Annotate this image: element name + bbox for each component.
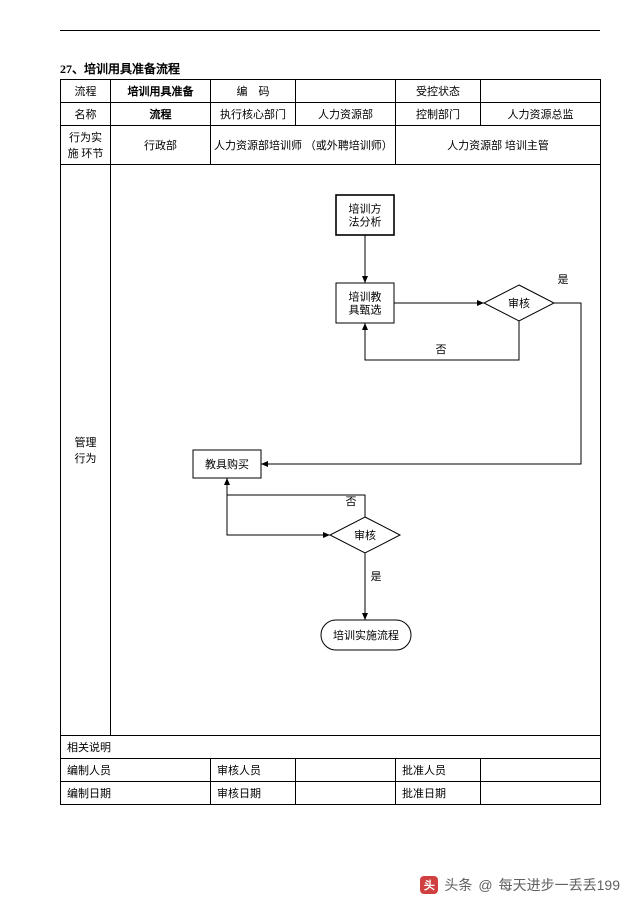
- hdr-r1-c2: 培训用具准备: [111, 80, 211, 103]
- section-title: 27、培训用具准备流程: [60, 60, 600, 77]
- flowchart-svg: 否是否是培训方法分析培训教具甄选审核教具购买审核培训实施流程: [111, 165, 601, 735]
- svg-text:否: 否: [346, 496, 357, 508]
- flow-rowlabel: 管理 行为: [61, 165, 111, 736]
- footer-row-1: 相关说明: [61, 736, 601, 759]
- header-row-2: 名称 流程 执行核心部门 人力资源部 控制部门 人力资源总监: [61, 103, 601, 126]
- ftr-r2-c5: 批准人员: [396, 759, 481, 782]
- page-top-rule: [60, 30, 600, 31]
- header-row-3: 行为实施 环节 行政部 人力资源部培训师 （或外聘培训师） 人力资源部 培训主管: [61, 126, 601, 165]
- header-row-1: 流程 培训用具准备 编 码 受控状态: [61, 80, 601, 103]
- footer-r1: 相关说明: [61, 736, 601, 759]
- watermark-prefix: 头条: [444, 875, 472, 895]
- svg-text:培训方: 培训方: [349, 202, 382, 216]
- svg-text:教具购买: 教具购买: [205, 457, 249, 471]
- hdr-r3-c2: 行政部: [111, 126, 211, 165]
- ftr-r2-c3: 审核人员: [211, 759, 296, 782]
- svg-text:审核: 审核: [508, 296, 530, 310]
- svg-text:审核: 审核: [354, 528, 376, 542]
- ftr-r2-c1: 编制人员: [61, 759, 211, 782]
- ftr-r3-c1: 编制日期: [61, 782, 211, 805]
- hdr-r2-c1: 名称: [61, 103, 111, 126]
- watermark-at: @: [478, 877, 492, 893]
- svg-text:是: 是: [371, 570, 382, 583]
- ftr-r3-c4: [296, 782, 396, 805]
- process-table: 流程 培训用具准备 编 码 受控状态 名称 流程 执行核心部门 人力资源部 控制…: [60, 79, 601, 805]
- hdr-r2-c5: 控制部门: [396, 103, 481, 126]
- hdr-r3-c1: 行为实施 环节: [61, 126, 111, 165]
- hdr-r2-c6: 人力资源总监: [481, 103, 601, 126]
- hdr-r2-c3: 执行核心部门: [211, 103, 296, 126]
- footer-row-3: 编制日期 审核日期 批准日期: [61, 782, 601, 805]
- document-page: 27、培训用具准备流程 流程 培训用具准备 编 码 受控状态 名称 流程 执行核…: [60, 38, 600, 805]
- ftr-r3-c5: 批准日期: [396, 782, 481, 805]
- ftr-r3-c3: 审核日期: [211, 782, 296, 805]
- flow-rowlabel-text: 管理 行为: [75, 434, 97, 466]
- hdr-r1-c5: 受控状态: [396, 80, 481, 103]
- hdr-r3-c3: 人力资源部培训师 （或外聘培训师）: [211, 126, 396, 165]
- watermark: 头 头条 @ 每天进步一丢丢199: [420, 875, 620, 895]
- watermark-name: 每天进步一丢丢199: [499, 875, 620, 895]
- svg-text:具甄选: 具甄选: [349, 304, 382, 317]
- hdr-r1-c4: [296, 80, 396, 103]
- svg-text:否: 否: [436, 344, 447, 356]
- hdr-r2-c4: 人力资源部: [296, 103, 396, 126]
- hdr-r1-c3: 编 码: [211, 80, 296, 103]
- svg-text:是: 是: [558, 273, 569, 286]
- hdr-r1-c1: 流程: [61, 80, 111, 103]
- svg-text:培训实施流程: 培训实施流程: [333, 628, 399, 642]
- flow-canvas-cell: 否是否是培训方法分析培训教具甄选审核教具购买审核培训实施流程: [111, 165, 601, 736]
- svg-text:法分析: 法分析: [349, 215, 382, 229]
- hdr-r3-c4: 人力资源部 培训主管: [396, 126, 601, 165]
- footer-row-2: 编制人员 审核人员 批准人员: [61, 759, 601, 782]
- flow-row: 管理 行为 否是否是培训方法分析培训教具甄选审核教具购买审核培训实施流程: [61, 165, 601, 736]
- ftr-r2-c6: [481, 759, 601, 782]
- svg-text:培训教: 培训教: [349, 290, 382, 304]
- watermark-icon: 头: [420, 876, 438, 894]
- ftr-r2-c4: [296, 759, 396, 782]
- ftr-r3-c6: [481, 782, 601, 805]
- hdr-r1-c6: [481, 80, 601, 103]
- hdr-r2-c2: 流程: [111, 103, 211, 126]
